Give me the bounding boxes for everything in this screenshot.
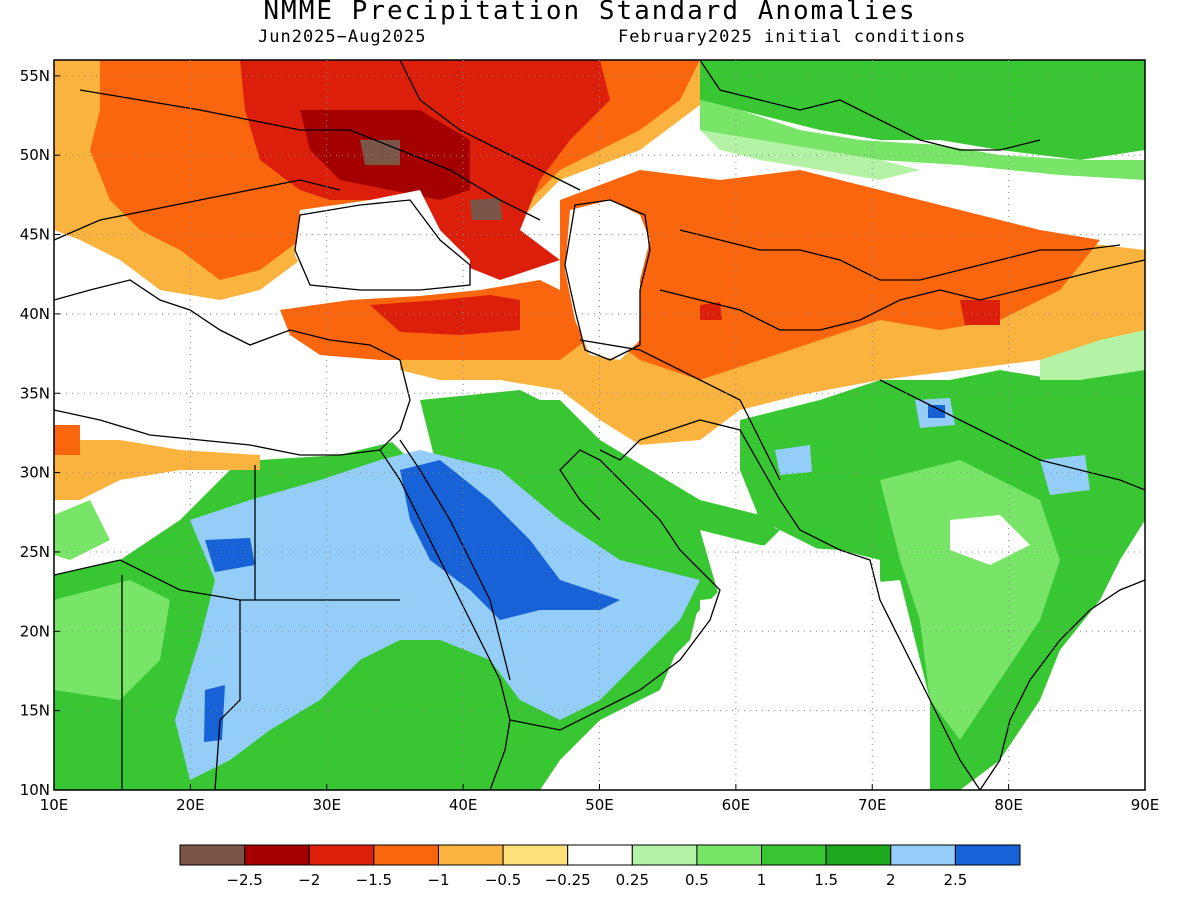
anomaly-fields <box>54 60 1145 790</box>
light-green-west-africa <box>54 500 110 560</box>
colorbar-swatch <box>244 844 310 866</box>
lon-tick-label: 60E <box>722 796 751 814</box>
kashmir-dark-blue <box>928 405 945 418</box>
libya-orange <box>54 440 260 500</box>
iran-red-spot <box>960 300 1000 325</box>
siberia-light-green <box>700 100 1145 180</box>
lat-tick-label: 50N <box>20 146 50 164</box>
dark-blue-chad <box>204 685 225 742</box>
colorbar-label: −1 <box>427 871 449 889</box>
colorbar-swatch <box>308 844 375 866</box>
libya-dark-orange <box>54 425 80 455</box>
lon-tick-label: 90E <box>1131 796 1160 814</box>
colorbar-swatch <box>954 844 1021 866</box>
colorbar-label: 2 <box>886 871 896 889</box>
lon-tick-label: 40E <box>449 796 478 814</box>
colorbar-label: −0.5 <box>485 871 521 889</box>
colorbar-swatch <box>761 844 827 866</box>
lat-tick-label: 55N <box>20 67 50 85</box>
colorbar-label: 0.5 <box>685 871 709 889</box>
colorbar-swatch <box>373 844 439 866</box>
ukraine-brown <box>360 140 400 165</box>
colorbar-swatch <box>567 844 633 866</box>
caspian-white <box>565 200 650 360</box>
lon-tick-label: 80E <box>994 796 1023 814</box>
colorbar: −2.5 −2 −1.5 −1 −0.5 −0.25 0.25 0.5 1 1.5 2 2.5 <box>179 844 1021 889</box>
lon-tick-label: 70E <box>858 796 887 814</box>
forecast-period: Jun2025−Aug2025 <box>258 27 427 47</box>
dark-blue-sudan <box>205 538 255 572</box>
lat-tick-label: 10N <box>20 781 50 799</box>
colorbar-swatch <box>502 844 569 866</box>
lon-tick-label: 10E <box>40 796 69 814</box>
lat-tick-label: 15N <box>20 702 50 720</box>
siberia-green <box>700 60 1145 160</box>
turkey-red <box>370 295 520 335</box>
colorbar-swatch <box>890 844 956 866</box>
colorbar-swatch <box>696 844 763 866</box>
colorbar-swatch <box>825 844 892 866</box>
colorbar-label: 1.5 <box>814 871 838 889</box>
coastlines <box>54 60 1145 790</box>
lon-tick-label: 20E <box>176 796 205 814</box>
colorbar-label: −0.25 <box>545 871 591 889</box>
lon-tick-label: 30E <box>312 796 341 814</box>
colorbar-label: 2.5 <box>943 871 967 889</box>
india-white <box>950 515 1030 565</box>
light-blue-region <box>175 450 700 780</box>
lat-tick-label: 35N <box>20 384 50 402</box>
colorbar-label: 1 <box>757 871 767 889</box>
lat-tick-label: 40N <box>20 305 50 323</box>
dark-blue-region <box>400 460 620 620</box>
map-title: NMME Precipitation Standard Anomalies <box>263 0 917 26</box>
colorbar-label: −2 <box>298 871 320 889</box>
lon-tick-label: 50E <box>585 796 614 814</box>
caucasus-brown <box>470 198 502 220</box>
nepal-blue <box>1040 455 1090 495</box>
arabian-sea-white <box>700 580 930 790</box>
egypt-white <box>54 360 420 460</box>
colorbar-swatch <box>179 844 246 866</box>
colorbar-label: −1.5 <box>356 871 392 889</box>
colorbar-label: 0.25 <box>616 871 649 889</box>
lat-tick-label: 30N <box>20 464 50 482</box>
initial-conditions: February2025 initial conditions <box>618 27 967 47</box>
uzbek-red-spot <box>700 302 722 320</box>
lat-tick-label: 20N <box>20 622 50 640</box>
light-green-sahel <box>54 580 170 700</box>
colorbar-label: −2.5 <box>226 871 262 889</box>
colorbar-swatch <box>631 844 698 866</box>
lat-tick-label: 25N <box>20 543 50 561</box>
central-asia-orange <box>560 170 1100 380</box>
black-sea-white <box>295 190 470 290</box>
lat-tick-label: 45N <box>20 226 50 244</box>
axis-ticks: 10E 20E 30E 40E 50E 60E 70E 80E 90E 10N 15N 20N 25N 3… <box>20 67 1160 814</box>
himalaya-pale-green <box>1040 330 1145 380</box>
pakistan-blue <box>775 445 812 475</box>
colorbar-swatch <box>437 844 504 866</box>
